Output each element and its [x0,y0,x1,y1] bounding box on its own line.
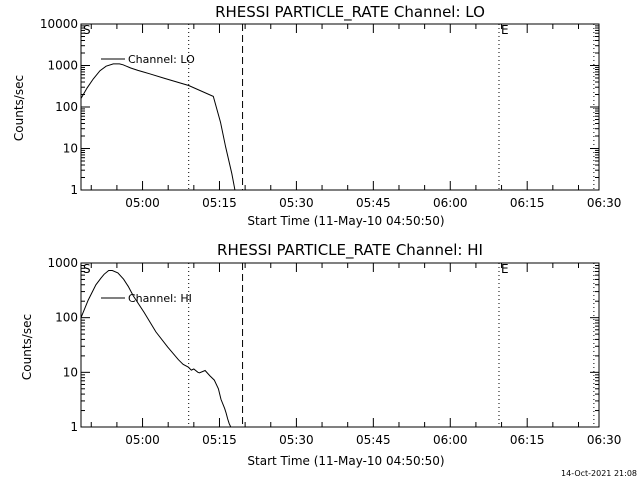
panel-lo-title: RHESSI PARTICLE_RATE Channel: LO [215,3,485,22]
panel-lo-ytick-label: 10000 [40,17,78,31]
panel-hi-legend-label: Channel: HI [128,292,192,305]
panel-hi-xtick-label: 05:15 [202,433,237,447]
panel-hi-xtick-label: 06:00 [433,433,468,447]
panel-hi-xtick-label: 06:15 [510,433,545,447]
panel-hi-xtick-label: 06:30 [587,433,622,447]
panel-lo: RHESSI PARTICLE_RATE Channel: LO Counts/… [12,3,621,228]
panel-hi-marker-e: E [501,262,509,276]
panel-lo-xtick-label: 06:15 [510,196,545,210]
panel-hi-marker-s: S [83,262,91,276]
panel-lo-ytick-label: 100 [55,100,78,114]
panel-hi-series-line [80,270,232,428]
panel-lo-xtick-label: 05:15 [202,196,237,210]
panel-lo-xlabel: Start Time (11-May-10 04:50:50) [247,214,444,228]
panel-lo-ytick-label: 1 [70,183,78,197]
panel-hi-ylabel: Counts/sec [20,314,34,380]
panel-lo-xtick-label: 06:00 [433,196,468,210]
panel-hi-xtick-label: 05:00 [125,433,160,447]
panel-lo-ytick-label: 1000 [47,59,78,73]
panel-hi-ytick-label: 10 [63,365,78,379]
panel-lo-xtick-label: 05:30 [279,196,314,210]
panel-hi-xlabel: Start Time (11-May-10 04:50:50) [247,454,444,468]
panel-lo-marker-e: E [501,23,509,37]
panel-hi-ytick-label: 1 [70,420,78,434]
panel-lo-legend-label: Channel: LO [128,53,195,66]
panel-lo-ylabel: Counts/sec [12,75,26,141]
panel-lo-ytick-label: 10 [63,142,78,156]
panel-hi-xtick-label: 05:45 [356,433,391,447]
panel-lo-xtick-label: 06:30 [587,196,622,210]
panel-hi-ytick-label: 100 [55,311,78,325]
panel-hi-ytick-label: 1000 [47,256,78,270]
panel-hi: RHESSI PARTICLE_RATE Channel: HI Counts/… [20,241,621,468]
panel-lo-marker-s: S [83,23,91,37]
panel-lo-xtick-label: 05:45 [356,196,391,210]
panel-hi-frame [80,262,600,428]
timestamp: 14-Oct-2021 21:08 [561,469,637,478]
panel-lo-xtick-label: 05:00 [125,196,160,210]
panel-hi-xtick-label: 05:30 [279,433,314,447]
panel-lo-series-line [80,63,236,191]
panel-hi-title: RHESSI PARTICLE_RATE Channel: HI [217,241,483,260]
